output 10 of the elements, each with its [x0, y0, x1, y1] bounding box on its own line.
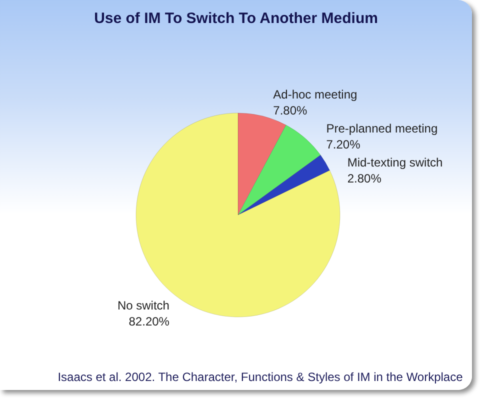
data-label: 2.80%	[347, 171, 382, 186]
slice-label: Ad-hoc meeting	[273, 87, 358, 102]
slice-label: Mid-texting switch	[347, 155, 443, 170]
slice-label: Pre-planned meeting	[326, 121, 438, 136]
slice-label: No switch	[117, 298, 170, 312]
data-label: 7.80%	[273, 103, 308, 118]
text: Isaacs et al. 2002. The Character, Functions & Styles of IM in the Workplace	[58, 370, 464, 384]
data-label: 7.20%	[326, 137, 361, 152]
chart-title: Use of IM To Switch To Another Medium	[94, 10, 378, 27]
data-label: 82.20%	[128, 314, 170, 328]
